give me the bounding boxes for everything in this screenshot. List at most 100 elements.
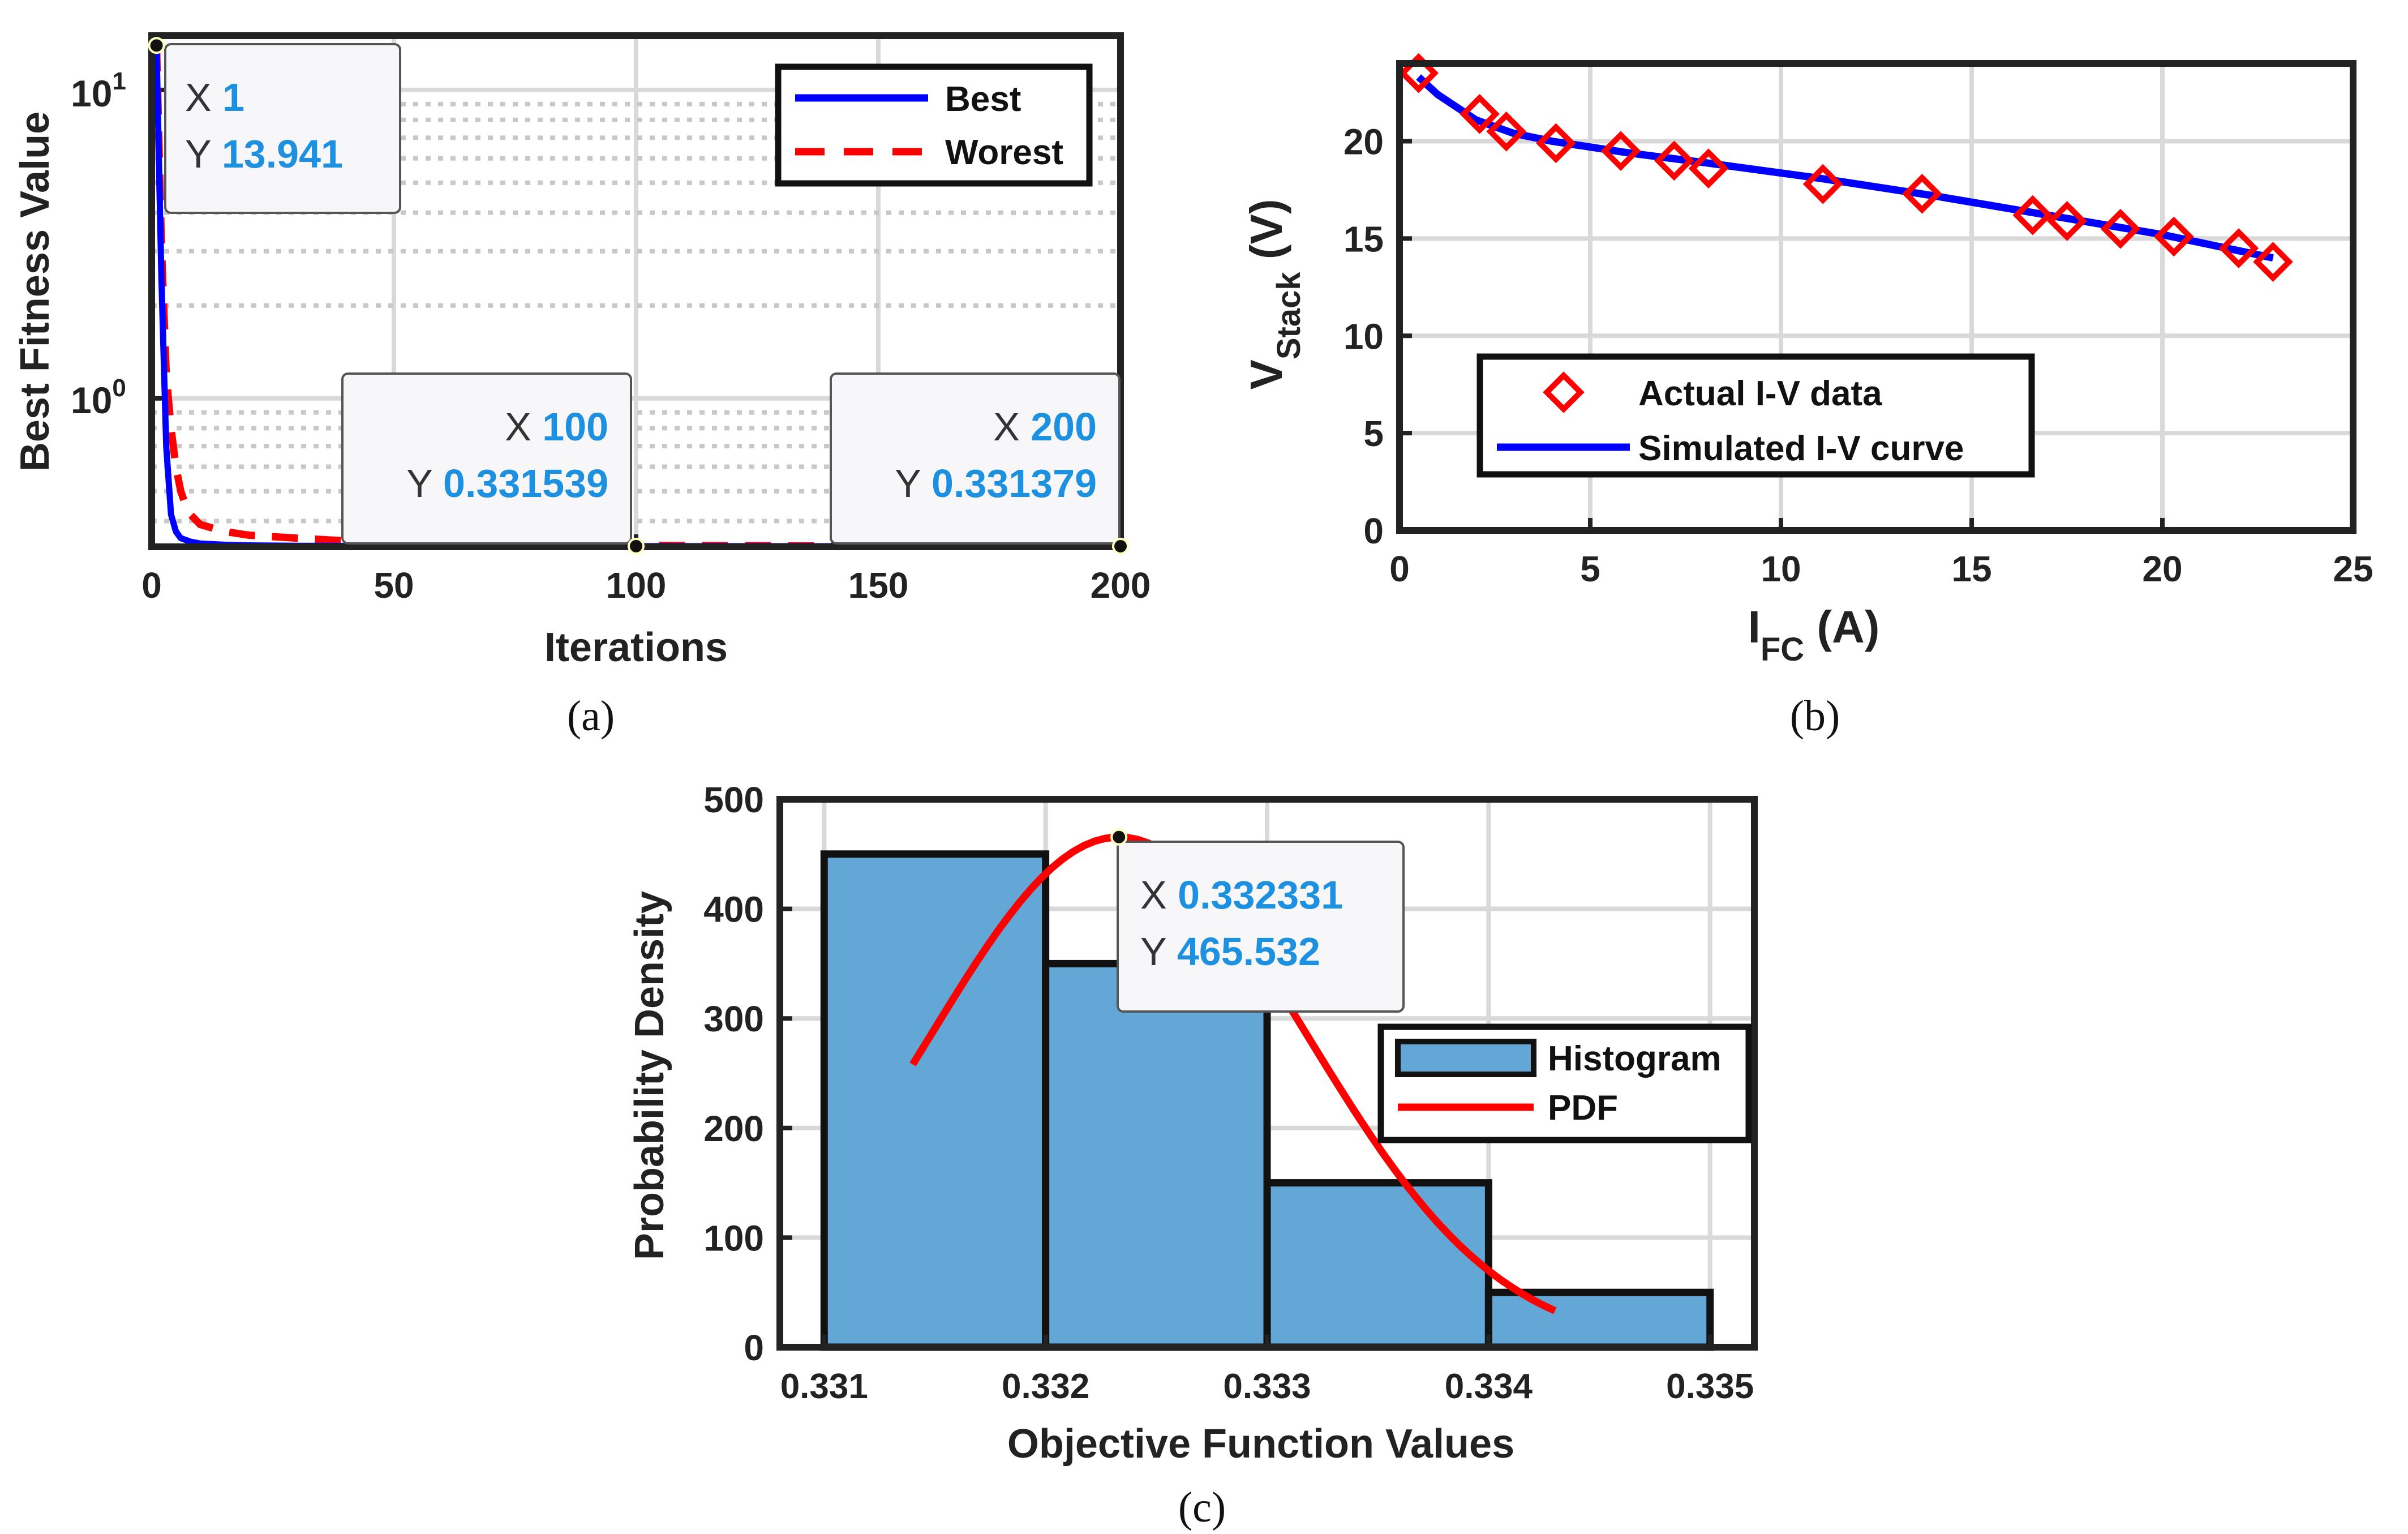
x-tick-label: 0.335 — [1666, 1367, 1754, 1406]
y-tick-label-10e1: 101 — [71, 67, 126, 114]
datatip-point — [1110, 828, 1128, 846]
actual-iv-markers — [1398, 53, 2293, 282]
legend-actual-swatch — [1543, 371, 1585, 413]
datatip-x-text: X 1 — [185, 75, 244, 119]
datatip-x-text: X 200 — [993, 405, 1097, 449]
actual-iv-marker — [1535, 123, 1576, 164]
x-tick-label: 150 — [848, 565, 909, 606]
datatip: X 100 Y 0.331539 — [341, 372, 645, 555]
actual-iv-marker — [2153, 216, 2194, 257]
y-tick-label-10e0: 100 — [71, 374, 126, 421]
panel-c-frame — [776, 796, 1758, 1351]
panel-c-ticks: 0.331 0.332 0.333 0.334 0.335 0 100 200 300 400 50… — [703, 779, 1754, 1406]
actual-iv-marker — [2100, 208, 2141, 249]
datatip-y-text: Y 13.941 — [185, 132, 343, 176]
panel-b-ylabel: VStack (V) — [1241, 199, 1307, 389]
legend-worst-label: Worest — [945, 133, 1063, 172]
datatip-point — [1112, 538, 1129, 555]
panel-a-datatips: X 1 Y 13.941 X 100 Y 0.331539 X 200 Y 0.33137… — [148, 37, 1129, 555]
panel-c-xlabel: Objective Function Values — [1007, 1421, 1514, 1467]
x-tick-label: 0 — [141, 565, 162, 606]
histogram-bar — [1042, 959, 1271, 1351]
panel-b-xlabel: IFC (A) — [1748, 602, 1880, 668]
datatip-y-text: Y 0.331379 — [895, 461, 1097, 505]
datatip-point — [148, 37, 165, 54]
legend-best-label: Best — [945, 80, 1021, 119]
x-tick-label: 0.333 — [1223, 1367, 1311, 1406]
actual-iv-marker — [1486, 111, 1527, 152]
legend-box — [1476, 353, 2035, 478]
datatip: X 200 Y 0.331379 — [830, 372, 1129, 555]
x-tick-label: 200 — [1091, 565, 1151, 606]
panel-a-legend[interactable]: Best Worest — [775, 63, 1093, 187]
x-tick-label: 100 — [606, 565, 667, 606]
panel-a-ticks: 0 50 100 150 200 — [141, 87, 1151, 606]
panel-a-xlabel: Iterations — [544, 625, 728, 670]
panel-a-ylabel: Best Fitness Value — [12, 112, 58, 472]
histogram-bars — [820, 850, 1714, 1351]
actual-iv-marker — [1460, 94, 1500, 134]
actual-iv-marker — [1902, 173, 1942, 214]
panel-c-datatips: X 0.332331 Y 465.532 — [1110, 828, 1405, 1013]
actual-iv-marker — [1654, 140, 1694, 181]
actual-iv-marker — [2253, 242, 2293, 282]
worst-series-line — [153, 45, 1121, 550]
y-tick-label: 0 — [744, 1327, 764, 1368]
legend-actual-label: Actual I-V data — [1638, 374, 1882, 413]
x-tick-label: 50 — [374, 565, 414, 606]
x-tick-label: 0.331 — [780, 1367, 868, 1406]
y-tick-label: 5 — [1363, 413, 1384, 454]
panel-b: 0 5 10 15 20 25 0 5 10 15 20 Actual I-V data Simul… — [1241, 53, 2373, 740]
panel-b-legend[interactable]: Actual I-V data Simulated I-V curve — [1476, 353, 2035, 478]
y-tick-label: 15 — [1343, 218, 1384, 259]
datatip-y-text: Y 0.331539 — [406, 461, 608, 505]
datatip-box — [341, 372, 632, 545]
legend-pdf-label: PDF — [1548, 1089, 1618, 1128]
panel-b-caption: (b) — [1790, 692, 1840, 740]
x-tick-label: 0.332 — [1002, 1367, 1089, 1406]
y-tick-label: 10 — [1343, 316, 1384, 357]
x-tick-label: 10 — [1761, 549, 1801, 589]
actual-iv-marker — [1688, 148, 1729, 188]
y-tick-label: 100 — [703, 1218, 764, 1258]
panel-c-caption: (c) — [1178, 1484, 1226, 1531]
histogram-bar — [820, 850, 1050, 1351]
datatip-box — [164, 43, 401, 214]
actual-iv-marker — [2047, 201, 2087, 241]
legend-box — [775, 63, 1093, 187]
histogram-bar — [1263, 1179, 1492, 1351]
datatip-x-text: X 100 — [505, 405, 608, 449]
datatip-x-text: X 0.332331 — [1140, 873, 1343, 917]
x-tick-label: 0.334 — [1445, 1367, 1533, 1406]
y-tick-label: 200 — [703, 1108, 764, 1149]
panel-a-caption: (a) — [567, 692, 615, 740]
panel-c-ylabel: Probability Density — [627, 891, 672, 1260]
legend-histogram-label: Histogram — [1548, 1039, 1722, 1078]
y-tick-label: 300 — [703, 999, 764, 1039]
y-tick-label: 20 — [1343, 122, 1384, 162]
actual-iv-marker — [1802, 164, 1843, 204]
panel-c-legend[interactable]: Histogram PDF — [1377, 1023, 1752, 1143]
histogram-bar — [1484, 1288, 1714, 1351]
actual-iv-marker — [2012, 195, 2053, 235]
x-tick-label: 15 — [1951, 549, 1991, 589]
datatip: X 1 Y 13.941 — [148, 37, 401, 214]
datatip-box — [830, 372, 1121, 545]
actual-iv-marker — [1600, 131, 1641, 172]
legend-histogram-swatch — [1395, 1039, 1536, 1077]
datatip-box — [1117, 841, 1405, 1013]
panel-c: 0.331 0.332 0.333 0.334 0.335 0 100 200 300 400 50… — [627, 779, 1758, 1531]
datatip: X 0.332331 Y 465.532 — [1110, 828, 1405, 1013]
x-tick-label: 20 — [2142, 549, 2182, 589]
y-tick-label: 0 — [1363, 511, 1384, 551]
simulated-iv-curve — [1416, 74, 2274, 262]
y-tick-label: 400 — [703, 889, 764, 930]
legend-simulated-label: Simulated I-V curve — [1638, 429, 1964, 468]
actual-iv-marker — [2218, 228, 2259, 268]
datatip-y-text: Y 465.532 — [1140, 929, 1320, 974]
x-tick-label: 25 — [2333, 549, 2373, 589]
x-tick-label: 0 — [1389, 549, 1410, 589]
x-tick-label: 5 — [1580, 549, 1600, 589]
